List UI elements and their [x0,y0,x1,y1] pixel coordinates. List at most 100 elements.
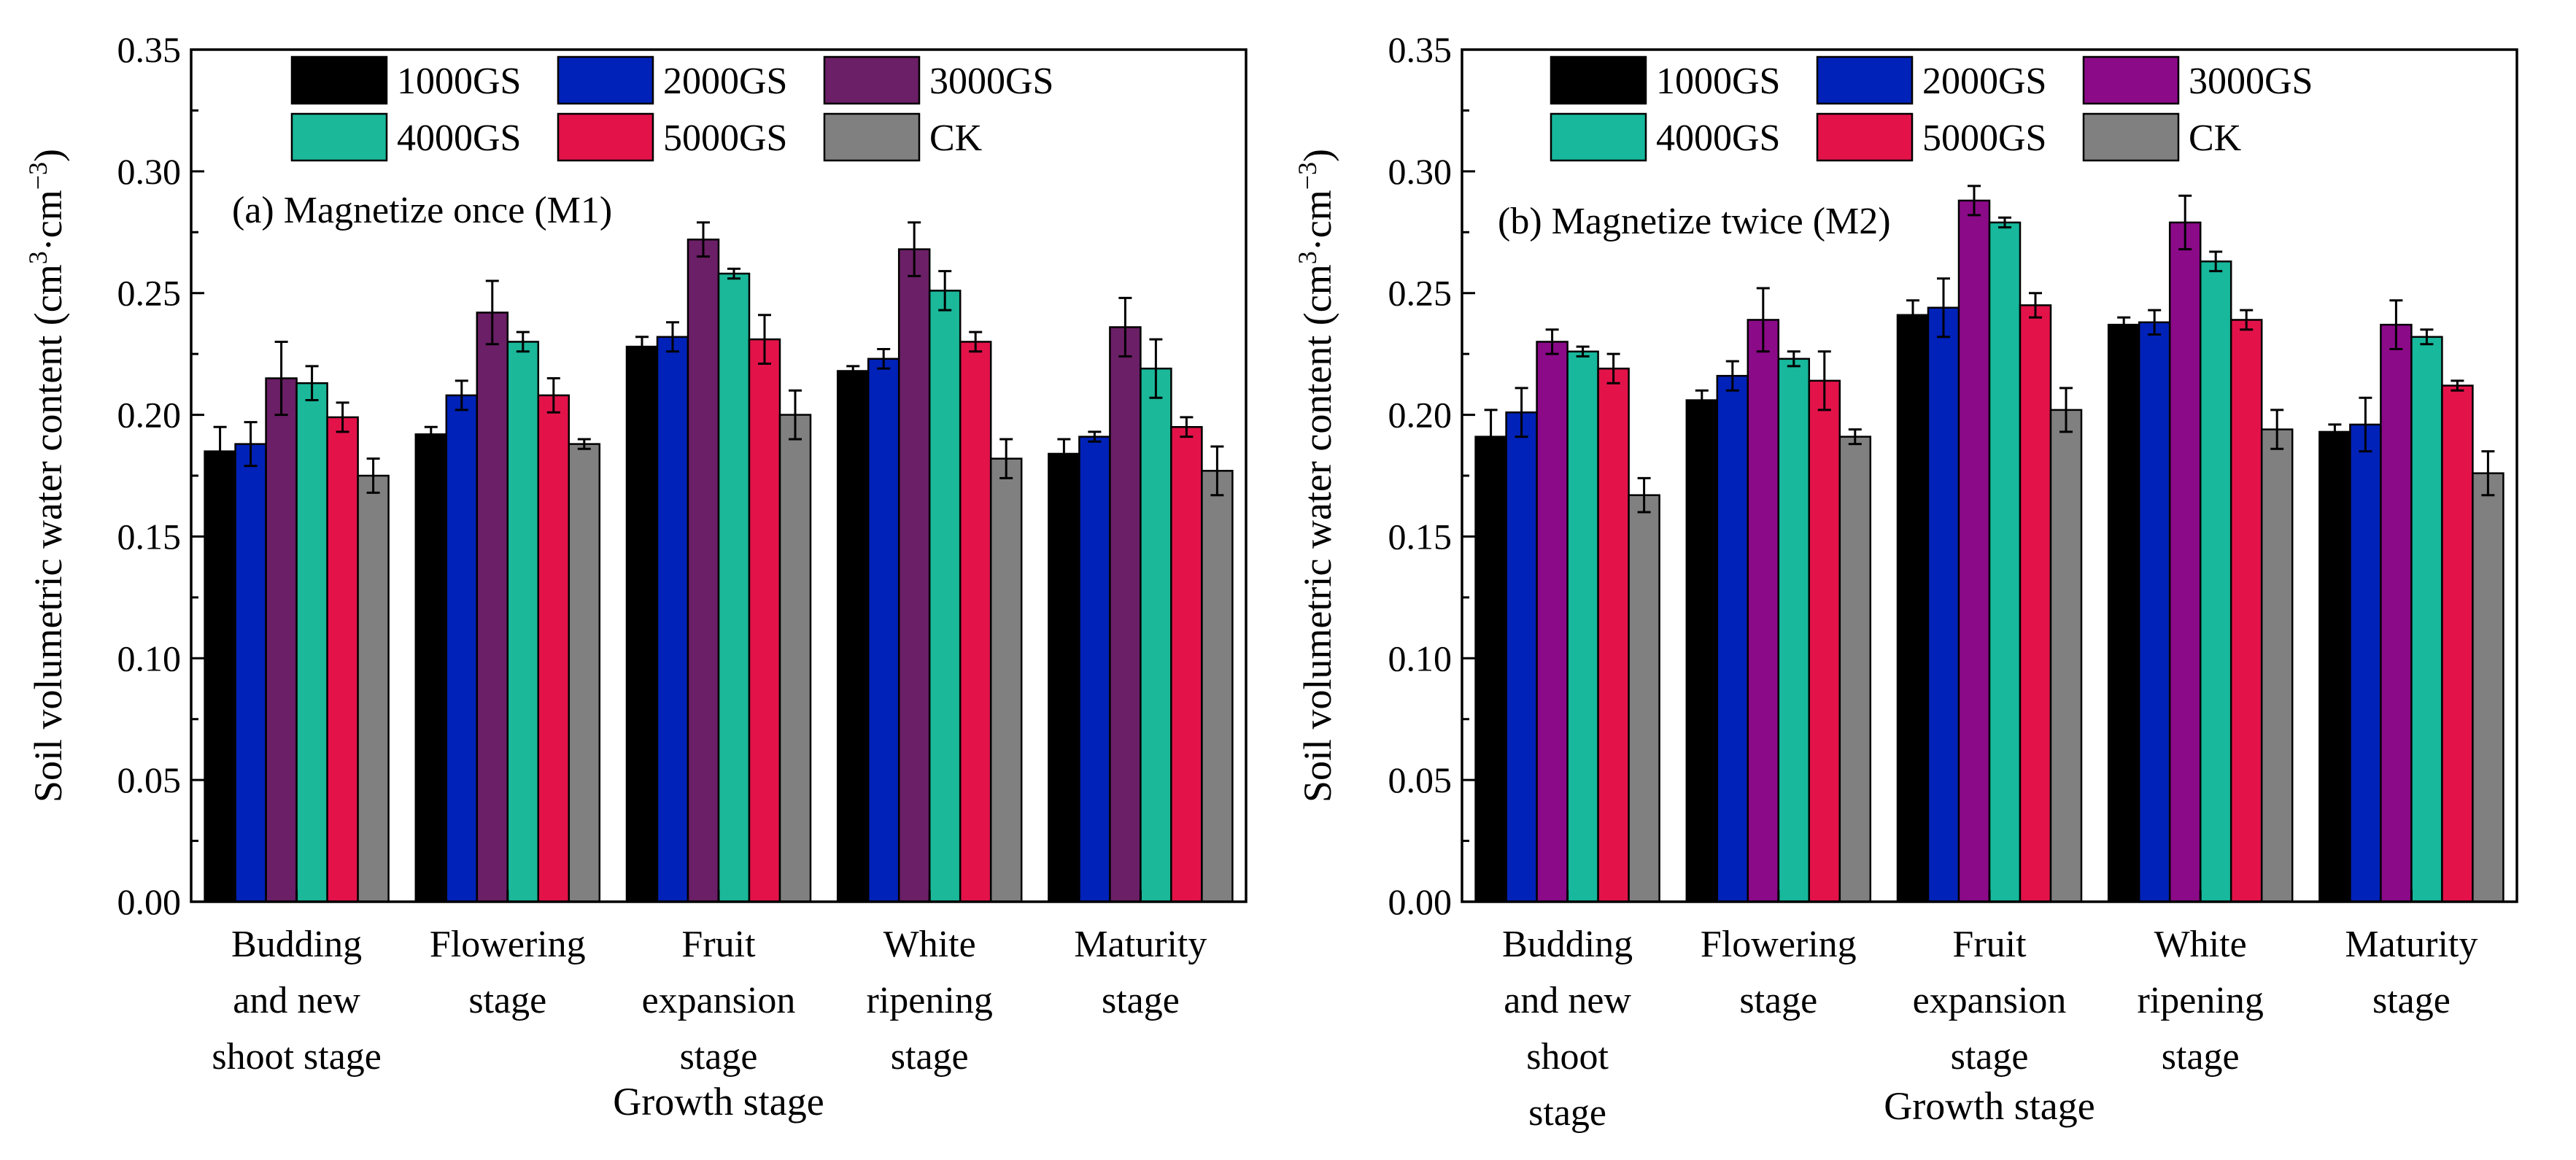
y-axis-title-part: Soil volumetric water content (cm [1296,264,1339,803]
panel-title: (a) Magnetize once (M1) [232,190,612,231]
panel-title: (b) Magnetize twice (M2) [1498,201,1891,242]
y-axis-title-part: ·cm [1296,190,1339,251]
x-tick-label: stage [468,980,546,1021]
legend-label: 5000GS [663,117,787,159]
legend-swatch-3000gs [2082,55,2180,105]
x-tick-label: stage [2372,980,2451,1021]
bar-5000gs [2019,304,2052,903]
bar-5000gs [326,416,359,903]
bar-3000gs [1536,341,1569,903]
y-axis-title-sup: −3 [1293,162,1322,190]
x-tick-label: Fruit [681,924,756,965]
bar-4000gs [1988,221,2022,903]
bar-2000gs [1716,374,1749,903]
bar-5000gs [959,341,992,903]
bar-1000gs [836,370,870,903]
legend-label: 5000GS [1922,117,2046,159]
y-tick-label: 0.05 [1388,759,1453,800]
x-tick-label: Budding [1502,924,1633,965]
legend-label: 4000GS [1656,117,1780,159]
legend-swatch-4000gs [1550,112,1647,162]
y-tick-label: 0.15 [117,516,182,557]
y-tick-label: 0.35 [117,29,182,70]
x-axis-title: Growth stage [613,1080,824,1124]
x-tick-label: stage [2162,1036,2240,1078]
bar-4000gs [2199,260,2232,903]
y-axis-title-part: Soil volumetric water content (cm [26,264,70,803]
legend-swatch-3000gs [823,55,921,105]
x-tick-label: shoot stage [212,1036,382,1078]
x-tick-label: stage [1739,980,1817,1021]
bar-2000gs [1927,306,1960,903]
bar-3000gs [1957,199,1991,903]
x-tick-label: and new [233,980,360,1021]
plot-frame [190,48,1248,903]
x-tick-label: and new [1504,980,1631,1021]
y-tick-label: 0.15 [1388,516,1453,557]
x-tick-label: White [2154,924,2247,965]
y-tick-label: 0.30 [1388,151,1453,192]
bar-3000gs [2380,323,2413,903]
bar-4000gs [1566,350,1599,903]
x-tick-label: shoot [1526,1036,1609,1078]
bar-ck [989,457,1023,903]
bar-3000gs [897,248,931,903]
bar-4000gs [1777,357,1811,903]
y-axis-title-sup: 3 [1293,251,1322,264]
bar-3000gs [1747,319,1780,903]
y-tick-label: 0.00 [117,881,182,922]
x-tick-label: expansion [1913,980,2067,1021]
legend-swatch-5000gs [1816,112,1914,162]
x-tick-label: ripening [867,980,993,1021]
x-tick-label: White [883,924,976,965]
bar-2000gs [2138,321,2171,903]
y-axis-title: Soil volumetric water content (cm3·cm−3) [23,149,70,803]
legend-swatch-ck [823,112,921,162]
legend-swatch-1000gs [1550,55,1647,105]
bar-2000gs [1078,436,1111,903]
x-tick-label: Flowering [430,924,586,965]
bar-1000gs [2107,323,2140,903]
bar-1000gs [1896,314,1930,903]
y-tick-label: 0.20 [117,395,182,436]
bar-4000gs [2410,336,2443,903]
bar-3000gs [265,377,298,903]
bar-1000gs [625,345,659,903]
bar-ck [2472,472,2505,903]
legend-swatch-ck [2082,112,2180,162]
x-tick-label: stage [1102,980,1180,1021]
y-axis-title-part: ) [26,149,70,162]
x-tick-label: Maturity [2345,924,2478,965]
x-tick-label: stage [1528,1092,1606,1134]
legend-label: 3000GS [2189,61,2313,102]
bar-ck [568,443,601,903]
bar-4000gs [1140,367,1172,903]
bar-5000gs [748,338,781,903]
legend-label: 2000GS [663,61,787,102]
bar-ck [778,414,812,903]
bar-1000gs [1685,399,1719,903]
x-tick-label: Flowering [1701,924,1857,965]
bar-ck [1201,470,1234,903]
bar-2000gs [234,443,267,903]
bar-5000gs [1808,379,1841,903]
x-tick-label: stage [680,1036,758,1078]
bar-1000gs [204,450,236,903]
bar-3000gs [2168,221,2202,903]
x-tick-label: stage [1951,1036,2029,1078]
legend-label: 2000GS [1922,61,2046,102]
bar-2000gs [656,336,689,903]
bar-4000gs [717,272,751,903]
y-tick-label: 0.25 [1388,273,1453,314]
bar-ck [357,474,390,903]
y-axis-title-part: ·cm [26,190,70,251]
panel-a: 0.00 0.05 0.10 0.15 0.20 0.25 0.30 0.35 Soil vol… [23,29,1248,1124]
bar-5000gs [537,394,570,903]
panel-b: 0.00 0.05 0.10 0.15 0.20 0.25 0.30 0.35 Soil vol… [1293,29,2518,1134]
bar-1000gs [1048,452,1080,903]
legend-swatch-5000gs [557,112,654,162]
bar-2000gs [2349,423,2382,903]
y-axis-title-sup: −3 [23,162,53,190]
bar-3000gs [686,239,720,903]
